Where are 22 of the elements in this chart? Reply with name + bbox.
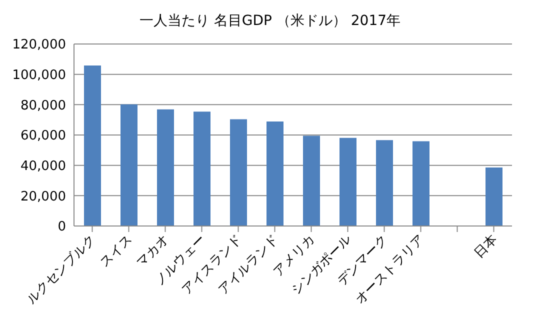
bar <box>486 167 502 226</box>
x-tick-label: ルクセンブルク <box>24 232 100 308</box>
y-tick-label: 60,000 <box>20 128 66 144</box>
bar <box>340 138 356 226</box>
y-tick-label: 0 <box>58 220 66 235</box>
y-tick-label: 20,000 <box>20 189 66 204</box>
bar <box>266 122 284 226</box>
x-tick-label: スイス <box>97 232 136 270</box>
bar <box>376 140 393 226</box>
y-tick-label: 40,000 <box>20 158 66 174</box>
bar <box>303 136 320 226</box>
y-tick-label: 80,000 <box>20 98 66 114</box>
bar <box>194 112 210 226</box>
y-tick-label: 120,000 <box>12 38 66 53</box>
bar <box>412 141 430 226</box>
bar <box>120 104 138 226</box>
y-tick-label: 100,000 <box>12 68 66 83</box>
chart-title: 一人当たり 名目GDP （米ドル） 2017年 <box>138 12 402 30</box>
bar <box>230 119 247 226</box>
bar <box>157 109 174 226</box>
x-tick-label: 日本 <box>472 232 501 262</box>
bar <box>84 66 101 226</box>
